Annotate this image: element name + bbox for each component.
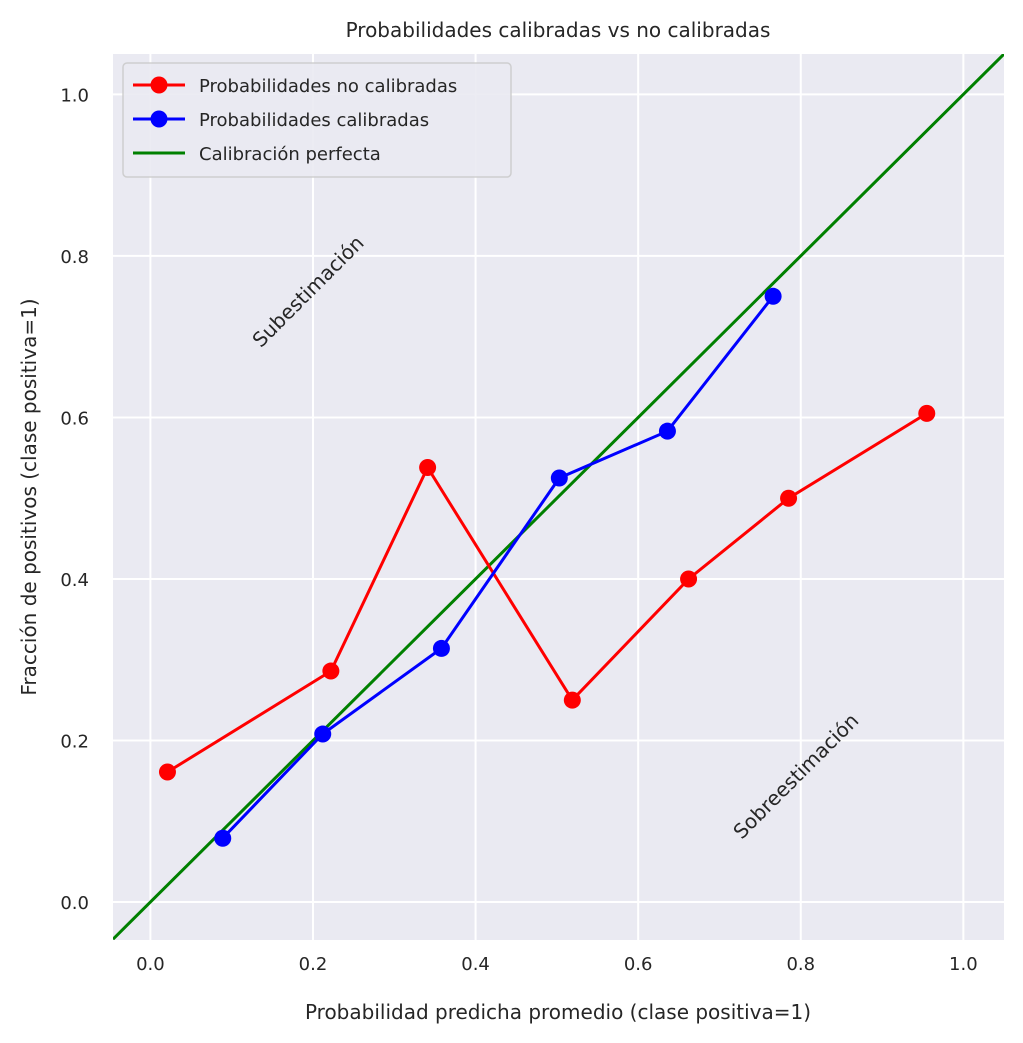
y-tick-label: 0.0 <box>60 893 89 914</box>
x-tick-label: 1.0 <box>949 954 978 975</box>
tick-labels: 0.0 0.2 0.4 0.6 0.8 1.0 0.0 0.2 0.4 0.6 0.8 1.0 <box>60 85 977 975</box>
grid <box>113 54 1004 940</box>
series-1-point <box>214 829 232 847</box>
y-tick-label: 0.4 <box>60 570 89 591</box>
x-tick-label: 0.8 <box>786 954 815 975</box>
series-1-point <box>658 422 676 440</box>
series-0-point <box>680 570 698 588</box>
series-1-line <box>221 295 775 840</box>
series-1-point <box>314 725 332 743</box>
series-1-point <box>432 639 450 657</box>
series-0-point <box>918 404 936 422</box>
legend-marker-1 <box>150 110 168 128</box>
legend: Probabilidades no calibradas Probabilidad… <box>122 62 512 178</box>
series-group <box>113 54 1004 940</box>
y-axis-label: Fracción de positivos (clase positiva=1) <box>17 298 41 695</box>
legend-label-1: Probabilidades calibradas <box>199 110 429 131</box>
x-tick-label: 0.2 <box>299 954 328 975</box>
legend-marker-0 <box>150 76 168 94</box>
chart-title: Probabilidades calibradas vs no calibrad… <box>346 18 771 42</box>
series-1-point <box>764 287 782 305</box>
x-tick-label: 0.6 <box>624 954 653 975</box>
legend-label-0: Probabilidades no calibradas <box>199 76 457 97</box>
series-0-point <box>563 691 581 709</box>
x-axis-label: Probabilidad predicha promedio (clase po… <box>305 1000 811 1024</box>
series-1-point <box>550 469 568 487</box>
legend-box <box>122 62 512 178</box>
x-tick-label: 0.0 <box>136 954 165 975</box>
series-0-point <box>780 489 798 507</box>
y-tick-label: 0.6 <box>60 408 89 429</box>
series-0-point <box>322 662 340 680</box>
y-tick-label: 1.0 <box>60 85 89 106</box>
legend-label-2: Calibración perfecta <box>199 144 381 165</box>
y-tick-label: 0.8 <box>60 247 89 268</box>
series-2-line <box>113 54 1004 940</box>
series-0-point <box>158 763 176 781</box>
x-tick-label: 0.4 <box>461 954 490 975</box>
y-tick-label: 0.2 <box>60 732 89 753</box>
series-0-point <box>419 459 437 477</box>
